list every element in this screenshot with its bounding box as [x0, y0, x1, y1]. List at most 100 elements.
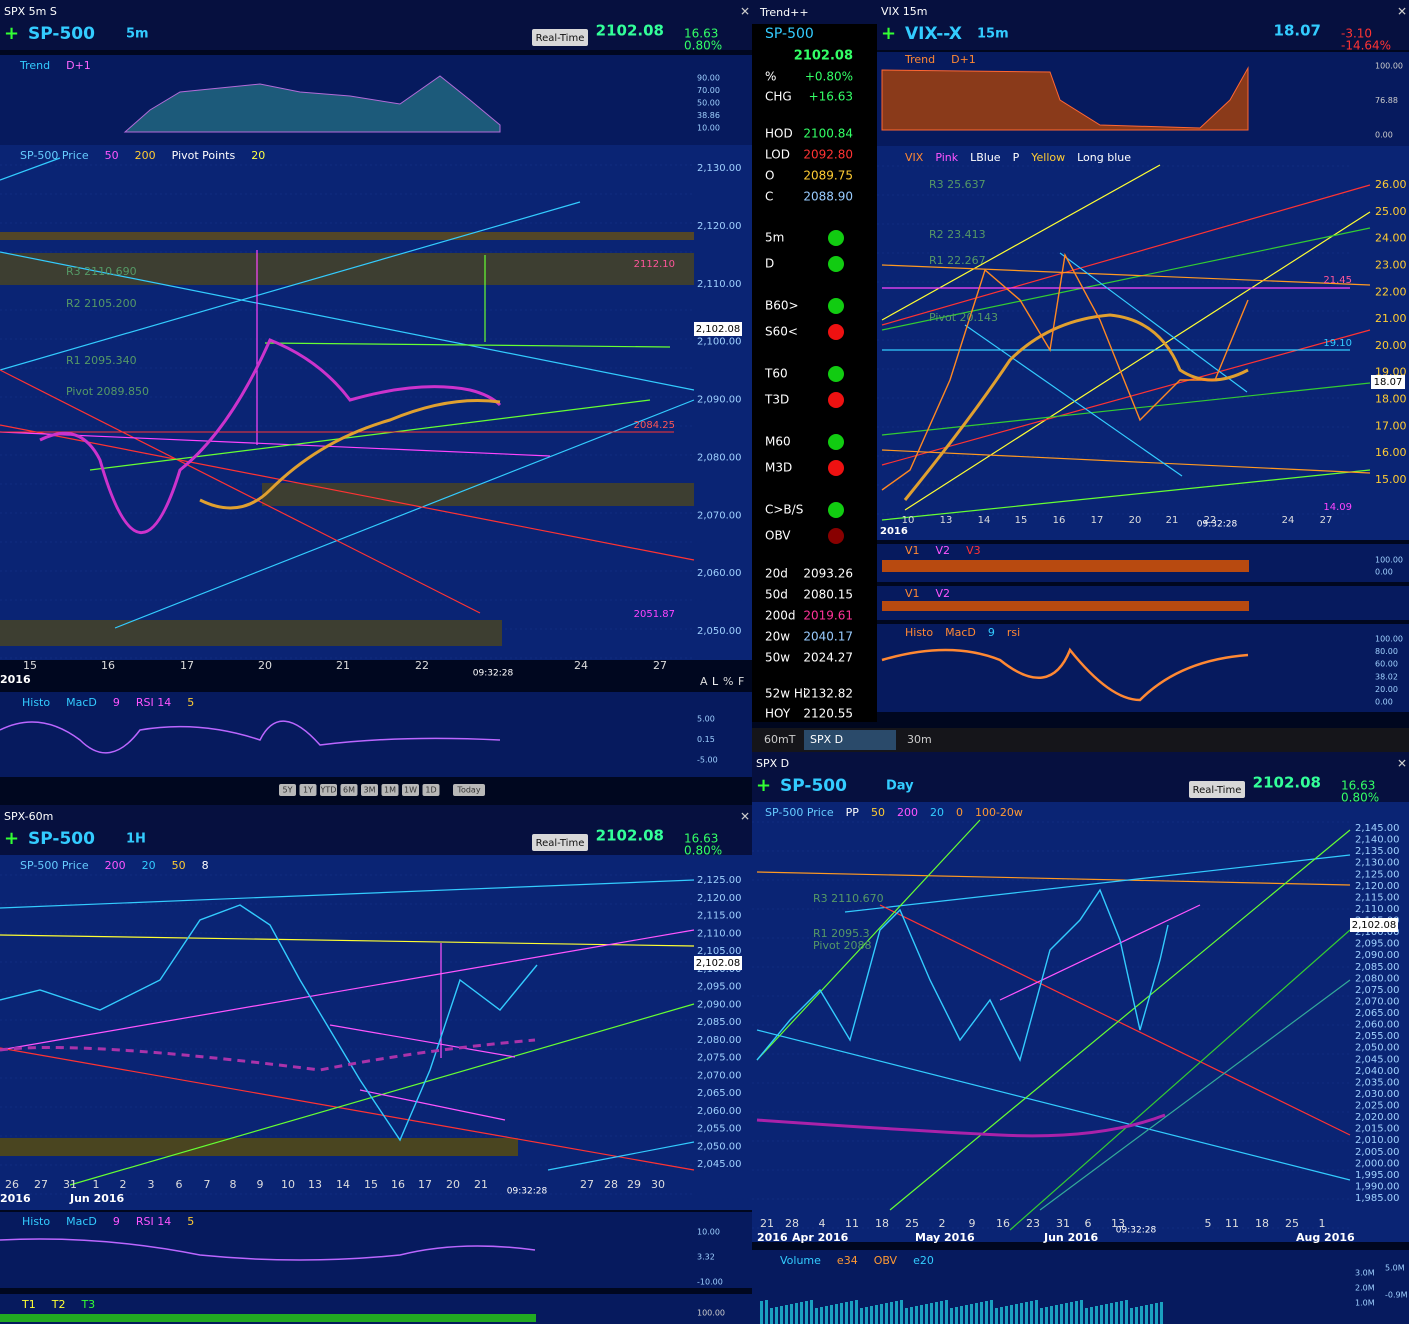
legend-item[interactable]: RSI 14 [136, 696, 171, 709]
tab[interactable]: 60mT [764, 733, 796, 746]
legend-item[interactable]: PP [846, 806, 860, 819]
interval[interactable]: 1H [126, 832, 146, 847]
range-button[interactable]: 5Y [283, 786, 293, 795]
legend-item[interactable]: VIX [905, 151, 924, 164]
legend-item[interactable]: 50 [871, 806, 885, 819]
tick-label: 2,055.00 [1355, 1031, 1400, 1042]
range-button[interactable]: 1Y [303, 786, 313, 795]
scale-control[interactable]: L [712, 675, 719, 688]
symbol[interactable]: SP-500 [28, 829, 95, 849]
tab[interactable]: 30m [907, 733, 932, 746]
volume-bar [1150, 1304, 1153, 1324]
legend-item[interactable]: RSI 14 [136, 1215, 171, 1228]
legend-item[interactable]: e20 [913, 1254, 934, 1267]
symbol[interactable]: SP-500 [780, 776, 847, 796]
range-button[interactable]: YTD [320, 786, 337, 795]
range-button[interactable]: 1W [404, 786, 417, 795]
legend-item[interactable]: Histo [22, 696, 50, 709]
legend-item[interactable]: Trend [904, 53, 935, 66]
legend-item[interactable]: 8 [202, 859, 209, 872]
legend-item[interactable]: 5 [187, 1215, 194, 1228]
legend-item[interactable]: T1 [21, 1298, 36, 1311]
symbol[interactable]: VIX--X [905, 24, 962, 44]
close-button[interactable]: ✕ [740, 810, 750, 824]
range-button [381, 784, 399, 796]
legend-item[interactable]: 9 [988, 626, 995, 639]
legend-item[interactable]: MacD [945, 626, 976, 639]
legend-item[interactable]: 9 [113, 696, 120, 709]
legend-item[interactable]: D+1 [66, 59, 91, 72]
close-button[interactable]: ✕ [1397, 757, 1407, 771]
legend-item[interactable]: Trend [19, 59, 50, 72]
legend-item[interactable]: 200 [897, 806, 918, 819]
legend-item[interactable]: D+1 [951, 53, 976, 66]
legend-item[interactable]: 100-20w [975, 806, 1023, 819]
legend-item[interactable]: 9 [113, 1215, 120, 1228]
legend-item[interactable]: Pivot Points [172, 149, 236, 162]
legend-item[interactable]: SP-500 Price [765, 806, 834, 819]
realtime-badge: Real-Time [536, 838, 585, 849]
legend-item[interactable]: e34 [837, 1254, 858, 1267]
last-price: 2102.08 [596, 827, 664, 845]
tick-label: 2,125.00 [697, 875, 742, 886]
legend-item[interactable]: LBlue [970, 151, 1001, 164]
legend-item[interactable]: T3 [80, 1298, 95, 1311]
legend-item[interactable]: P [1013, 151, 1020, 164]
legend-item[interactable]: T2 [51, 1298, 66, 1311]
legend-item[interactable]: Long blue [1077, 151, 1131, 164]
range-button[interactable]: 1M [384, 786, 396, 795]
legend-item[interactable]: V2 [936, 587, 951, 600]
moving-average [903, 313, 1249, 501]
legend-item[interactable]: OBV [874, 1254, 898, 1267]
interval[interactable]: 15m [977, 27, 1009, 42]
tick-label: 2,095.00 [1355, 939, 1400, 950]
legend-item[interactable]: 200 [135, 149, 156, 162]
legend-item[interactable]: rsi [1007, 626, 1020, 639]
interval[interactable]: Day [886, 779, 914, 794]
row-value: 2132.82 [803, 687, 853, 701]
trendline [0, 369, 481, 614]
tick-label: 2,045.00 [1355, 1054, 1400, 1065]
trendline [0, 157, 61, 181]
legend-item[interactable]: V1 [905, 587, 920, 600]
legend-item[interactable]: 20 [930, 806, 944, 819]
legend-item[interactable]: 50 [172, 859, 186, 872]
legend-item[interactable]: V1 [905, 544, 920, 557]
legend-item[interactable]: Pink [935, 151, 958, 164]
range-button[interactable]: 6M [343, 786, 355, 795]
legend-item[interactable]: Volume [780, 1254, 821, 1267]
close-button[interactable]: ✕ [1397, 5, 1407, 19]
legend-item[interactable]: V2 [936, 544, 951, 557]
legend-item[interactable]: 0 [956, 806, 963, 819]
legend-item[interactable]: MacD [66, 696, 97, 709]
legend-item[interactable]: Histo [905, 626, 933, 639]
tick-label: 2,050.00 [1355, 1043, 1400, 1054]
tab[interactable]: SPX D [810, 733, 843, 746]
range-button[interactable]: Today [456, 786, 480, 795]
row-label: 52w Hi [765, 687, 806, 701]
volume-bar [780, 1306, 783, 1324]
legend-item[interactable]: 20 [142, 859, 156, 872]
legend-item[interactable]: 50 [105, 149, 119, 162]
tick-label: 2,080.00 [697, 1035, 742, 1046]
x-tick-label: 16 [996, 1217, 1010, 1230]
scale-control[interactable]: A [700, 675, 708, 688]
close-button[interactable]: ✕ [740, 5, 750, 19]
range-button[interactable]: 1D [425, 786, 436, 795]
legend-item[interactable]: SP-500 Price [20, 859, 89, 872]
legend-item[interactable]: 5 [187, 696, 194, 709]
legend-item[interactable]: MacD [66, 1215, 97, 1228]
range-button [402, 784, 419, 796]
legend-item[interactable]: V3 [966, 544, 981, 557]
symbol[interactable]: SP-500 [28, 24, 95, 44]
legend-item[interactable]: 20 [251, 149, 265, 162]
legend-item[interactable]: Yellow [1030, 151, 1065, 164]
legend-item[interactable]: SP-500 Price [20, 149, 89, 162]
interval[interactable]: 5m [126, 27, 149, 42]
tick-label: 16.00 [1375, 446, 1407, 459]
scale-control[interactable]: % [723, 675, 733, 688]
scale-control[interactable]: F [738, 675, 744, 688]
legend-item[interactable]: 200 [105, 859, 126, 872]
range-button[interactable]: 3M [364, 786, 376, 795]
legend-item[interactable]: Histo [22, 1215, 50, 1228]
